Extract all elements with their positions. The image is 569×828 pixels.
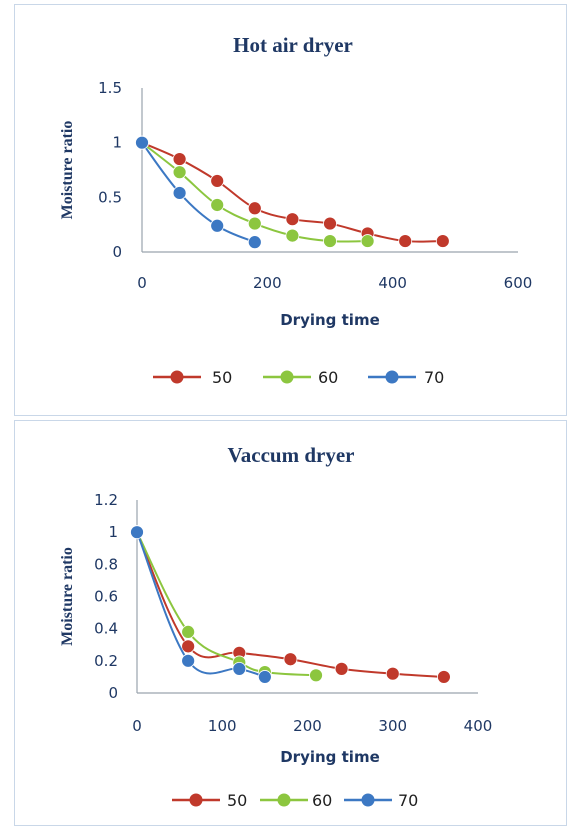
- data-point: [436, 670, 451, 684]
- y-axis-label: Moisture ratio: [59, 547, 76, 646]
- y-tick-label: 0.5: [98, 188, 122, 206]
- data-point: [247, 216, 262, 231]
- data-point: [334, 661, 349, 676]
- data-point: [360, 234, 375, 248]
- y-tick-label: 0: [112, 243, 122, 261]
- data-point: [232, 661, 247, 676]
- data-point: [247, 235, 262, 250]
- data-point: [309, 668, 323, 683]
- legend-marker: [280, 370, 294, 384]
- legend: 50 60 70: [153, 368, 444, 387]
- data-point: [130, 525, 144, 540]
- data-point: [181, 653, 196, 668]
- y-tick-label: 1.5: [98, 79, 122, 97]
- x-tick-label: 200: [293, 717, 322, 735]
- hot-air-dryer-panel: [14, 4, 567, 416]
- data-point: [181, 624, 196, 639]
- legend-label: 70: [424, 368, 444, 387]
- y-tick-label: 1: [108, 523, 118, 541]
- data-point: [247, 201, 262, 216]
- legend-label: 60: [312, 791, 332, 810]
- y-tick-label: 0.8: [94, 555, 118, 573]
- data-point: [172, 186, 187, 200]
- x-tick-label: 300: [378, 717, 407, 735]
- data-point: [323, 216, 337, 231]
- x-tick-label: 100: [208, 717, 237, 735]
- series-50: [130, 525, 451, 684]
- y-tick-label: 1: [112, 134, 122, 152]
- legend-label: 50: [212, 368, 232, 387]
- data-point: [210, 218, 225, 233]
- chart-title: Vaccum dryer: [228, 443, 355, 467]
- series-line: [141, 142, 256, 244]
- series-line: [141, 141, 443, 243]
- y-tick-label: 1.2: [94, 491, 118, 509]
- series-70: [130, 525, 272, 684]
- data-point: [181, 639, 196, 654]
- data-point: [323, 234, 337, 248]
- legend-marker: [277, 793, 291, 807]
- legend-marker: [189, 793, 203, 807]
- x-tick-label: 400: [378, 274, 407, 292]
- data-point: [135, 135, 149, 150]
- vacuum-dryer-panel: [14, 420, 567, 826]
- series-60: [135, 135, 375, 248]
- x-tick-label: 600: [504, 274, 533, 292]
- data-point: [398, 234, 413, 248]
- y-tick-label: 0.6: [94, 588, 118, 606]
- legend-label: 70: [398, 791, 418, 810]
- series-line: [136, 531, 266, 678]
- legend-label: 50: [227, 791, 247, 810]
- x-tick-label: 200: [253, 274, 282, 292]
- legend-label: 60: [318, 368, 338, 387]
- y-tick-label: 0.2: [94, 652, 118, 670]
- y-tick-label: 0.4: [94, 620, 118, 638]
- chart-title: Hot air dryer: [233, 33, 353, 57]
- y-axis-label: Moisture ratio: [59, 121, 76, 220]
- data-point: [283, 652, 298, 667]
- data-point: [210, 198, 225, 212]
- series-70: [135, 135, 262, 250]
- x-tick-label: 0: [132, 717, 142, 735]
- legend-marker: [361, 793, 375, 807]
- data-point: [172, 165, 187, 180]
- data-point: [385, 666, 400, 681]
- x-tick-label: 400: [464, 717, 493, 735]
- data-point: [257, 670, 272, 684]
- x-axis-label: Drying time: [280, 311, 380, 329]
- x-tick-label: 0: [137, 274, 147, 292]
- data-point: [210, 174, 225, 188]
- data-point: [435, 234, 450, 248]
- legend: 50 60 70: [172, 791, 418, 810]
- legend-marker: [385, 370, 399, 384]
- data-point: [172, 152, 187, 166]
- data-point: [285, 228, 300, 243]
- x-axis-label: Drying time: [280, 748, 380, 766]
- y-tick-label: 0: [108, 684, 118, 702]
- chart-1: Vaccum dryer 0 100 200 300 400 0 0.2 0.4 0.6 0.8 1 1…: [59, 443, 492, 810]
- data-point: [285, 212, 300, 227]
- legend-marker: [170, 370, 184, 384]
- chart-0: Hot air dryer 0 200 400 600 0 0.5 1 1.5 Moisture …: [59, 33, 532, 387]
